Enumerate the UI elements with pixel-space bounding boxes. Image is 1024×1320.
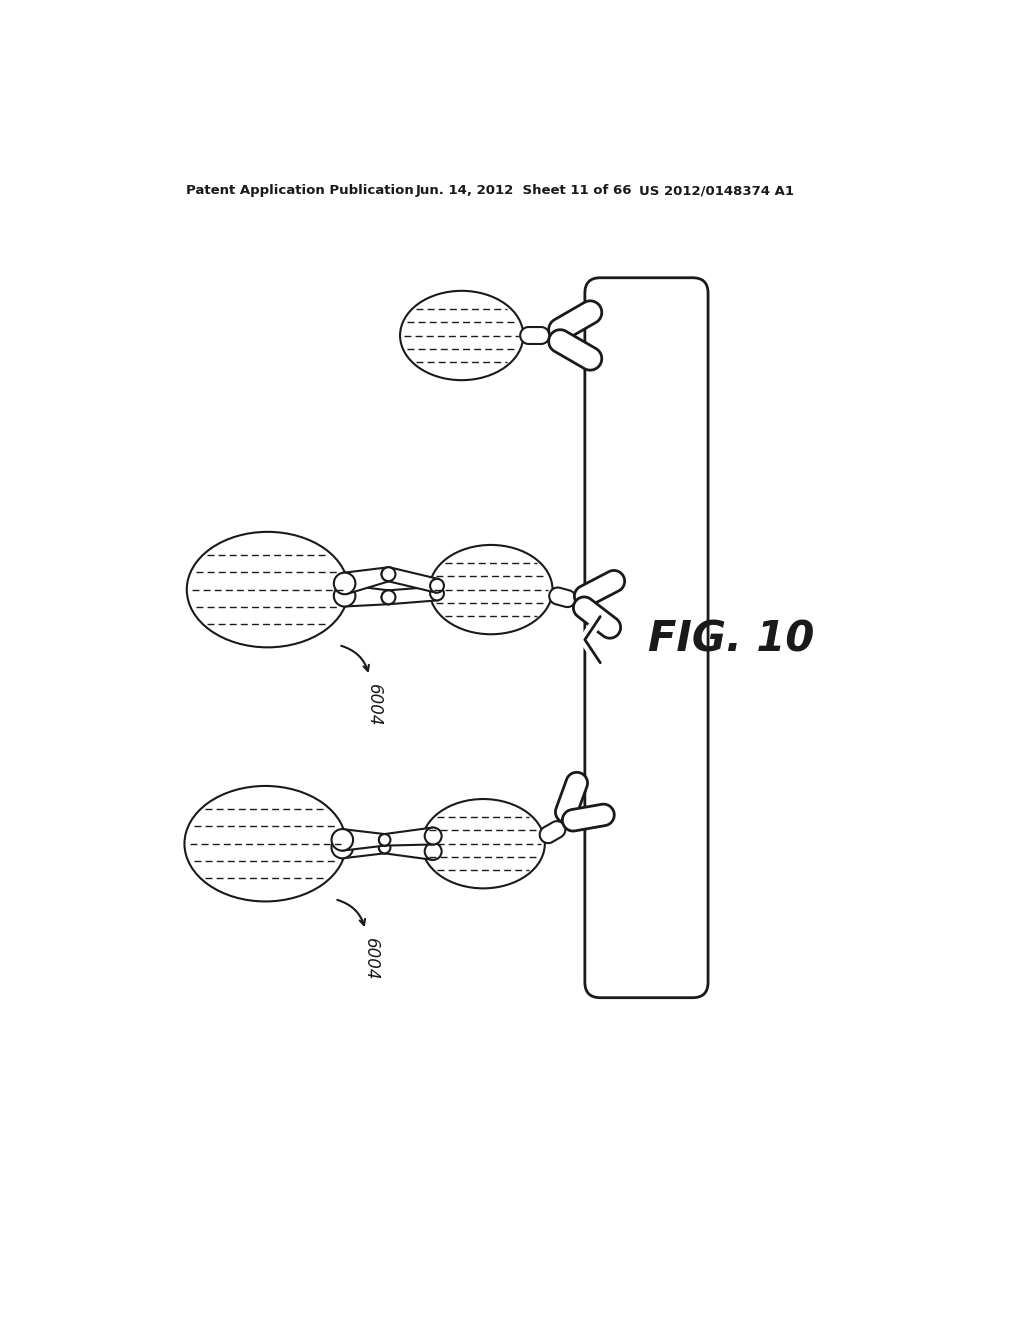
Polygon shape bbox=[555, 772, 588, 822]
Text: US 2012/0148374 A1: US 2012/0148374 A1 bbox=[639, 185, 794, 197]
Ellipse shape bbox=[430, 586, 444, 601]
Text: Patent Application Publication: Patent Application Publication bbox=[186, 185, 414, 197]
Polygon shape bbox=[574, 570, 625, 607]
Ellipse shape bbox=[425, 828, 441, 845]
Ellipse shape bbox=[382, 590, 395, 605]
Ellipse shape bbox=[382, 590, 395, 605]
Ellipse shape bbox=[379, 834, 390, 846]
Text: Jun. 14, 2012  Sheet 11 of 66: Jun. 14, 2012 Sheet 11 of 66 bbox=[416, 185, 632, 197]
Polygon shape bbox=[342, 829, 385, 850]
Ellipse shape bbox=[379, 842, 390, 853]
Polygon shape bbox=[549, 301, 602, 342]
Ellipse shape bbox=[425, 843, 441, 859]
Polygon shape bbox=[520, 327, 550, 345]
Ellipse shape bbox=[382, 568, 395, 581]
Polygon shape bbox=[384, 828, 434, 846]
Ellipse shape bbox=[430, 578, 444, 593]
Polygon shape bbox=[344, 585, 389, 606]
Ellipse shape bbox=[334, 585, 355, 607]
Polygon shape bbox=[388, 586, 437, 605]
Polygon shape bbox=[562, 804, 614, 832]
Ellipse shape bbox=[332, 829, 353, 850]
Polygon shape bbox=[342, 568, 390, 594]
Polygon shape bbox=[573, 597, 621, 638]
Polygon shape bbox=[387, 568, 438, 593]
Polygon shape bbox=[549, 587, 575, 607]
Ellipse shape bbox=[334, 573, 355, 594]
Polygon shape bbox=[342, 837, 385, 858]
Ellipse shape bbox=[379, 834, 390, 846]
Polygon shape bbox=[384, 842, 434, 859]
Ellipse shape bbox=[379, 842, 390, 853]
Polygon shape bbox=[549, 330, 602, 370]
Text: FIG. 10: FIG. 10 bbox=[648, 619, 814, 660]
Text: 6004: 6004 bbox=[365, 684, 383, 726]
Polygon shape bbox=[540, 821, 565, 843]
Ellipse shape bbox=[382, 568, 395, 581]
Text: 6004: 6004 bbox=[361, 937, 380, 981]
Ellipse shape bbox=[332, 837, 353, 858]
